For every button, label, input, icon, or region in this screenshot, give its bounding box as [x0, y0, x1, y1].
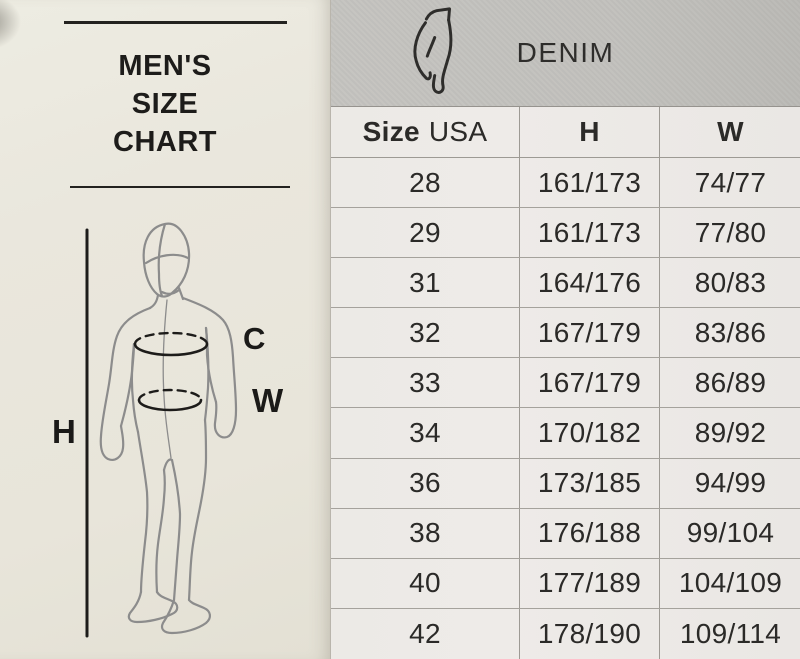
size-cell: 34: [409, 417, 441, 449]
denim-header-band: DENIM: [331, 0, 800, 107]
table-row: 38 176/188 99/104: [331, 508, 800, 559]
table-row: 40 177/189 104/109: [331, 558, 800, 609]
table-body: 28 161/173 74/77 29 161/173 77/80 31 164/176 80/…: [331, 158, 800, 659]
waist-cell: 109/114: [659, 608, 800, 659]
height-cell: 167/179: [519, 358, 659, 408]
height-cell: 167/179: [519, 308, 659, 358]
size-region-label: USA: [428, 116, 488, 147]
title-top-rule: [64, 21, 287, 24]
size-cell: 29: [409, 216, 441, 248]
denim-size-panel: DENIM Size USA H W 28 161/173 74/77 29 161/1…: [330, 0, 800, 659]
table-row: 29 161/173 77/80: [331, 208, 800, 259]
height-cell: 161/173: [519, 208, 659, 258]
height-cell: 176/188: [519, 508, 659, 558]
size-cell: 40: [409, 567, 441, 599]
waist-cell: 89/92: [659, 408, 800, 458]
size-table: Size USA H W 28 161/173 74/77 29 161/173 77/8…: [331, 107, 800, 659]
size-cell: 31: [409, 266, 441, 298]
left-panel: MEN'S SIZE CHART: [0, 0, 330, 659]
male-figure-sketch-icon: [85, 222, 238, 638]
column-header-waist: W: [659, 107, 800, 157]
table-row: 28 161/173 74/77: [331, 158, 800, 209]
table-row: 33 167/179 86/89: [331, 358, 800, 409]
table-row: 34 170/182 89/92: [331, 408, 800, 459]
waist-cell: 83/86: [659, 308, 800, 358]
table-row: 42 178/190 109/114: [331, 608, 800, 659]
height-cell: 178/190: [519, 608, 659, 659]
waist-label: W: [252, 382, 284, 419]
size-cell: 38: [409, 517, 441, 549]
waist-cell: 77/80: [659, 208, 800, 258]
waist-cell: 80/83: [659, 258, 800, 308]
size-cell: 32: [409, 316, 441, 348]
column-header-size: Size USA: [331, 107, 519, 157]
table-row: 31 164/176 80/83: [331, 258, 800, 309]
waist-cell: 74/77: [659, 158, 800, 208]
title-bottom-rule: [70, 186, 290, 188]
jeans-icon: [413, 7, 453, 94]
waist-cell: 99/104: [659, 508, 800, 558]
page-title-line-1: MEN'S: [118, 50, 212, 82]
waist-cell: 94/99: [659, 458, 800, 508]
waist-cell: 104/109: [659, 558, 800, 608]
page-title-line-3: CHART: [113, 126, 217, 158]
table-header-row: Size USA H W: [331, 107, 800, 158]
page-title: MEN'S SIZE CHART: [0, 47, 330, 161]
height-cell: 177/189: [519, 558, 659, 608]
size-cell: 36: [409, 467, 441, 499]
column-header-height: H: [519, 107, 659, 157]
size-cell: 33: [409, 366, 441, 398]
height-cell: 173/185: [519, 458, 659, 508]
chest-label: C: [243, 321, 266, 356]
size-cell: 42: [409, 617, 441, 649]
table-row: 36 173/185 94/99: [331, 458, 800, 509]
height-cell: 161/173: [519, 158, 659, 208]
denim-title: DENIM: [516, 37, 615, 68]
page-title-line-2: SIZE: [131, 88, 199, 120]
table-row: 32 167/179 83/86: [331, 308, 800, 359]
waist-cell: 86/89: [659, 358, 800, 408]
height-cell: 170/182: [519, 408, 659, 458]
height-label: H: [52, 413, 76, 450]
size-label: Size: [362, 116, 420, 147]
size-cell: 28: [409, 166, 441, 198]
height-cell: 164/176: [519, 258, 659, 308]
